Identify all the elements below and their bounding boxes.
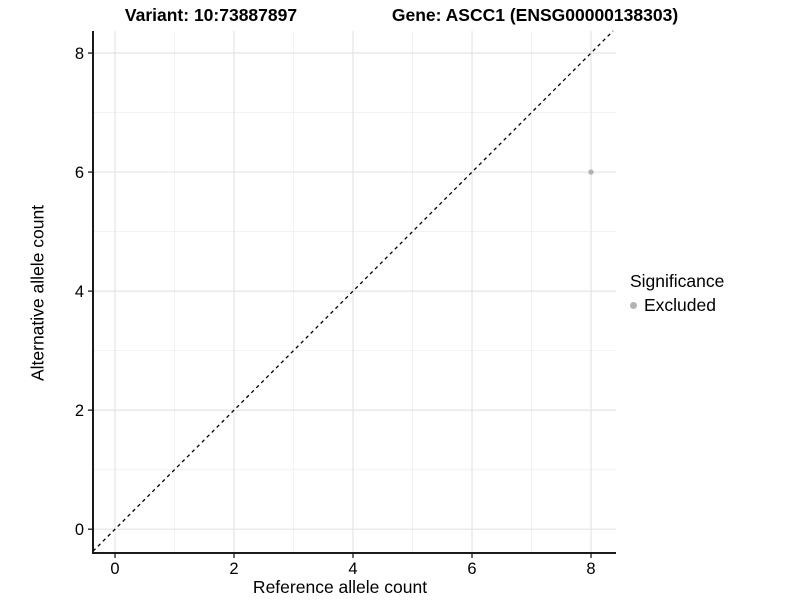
x-tick-label: 0 bbox=[110, 560, 119, 578]
y-tick-label: 0 bbox=[75, 521, 84, 539]
data-point bbox=[588, 169, 594, 175]
y-axis-title: Alternative allele count bbox=[27, 204, 48, 382]
y-tick-label: 8 bbox=[75, 45, 84, 63]
excluded-point-icon bbox=[630, 302, 637, 309]
x-tick-label: 4 bbox=[348, 560, 357, 578]
y-tick-label: 2 bbox=[75, 402, 84, 420]
x-tick-label: 6 bbox=[467, 560, 476, 578]
gene-title: Gene: ASCC1 (ENSG00000138303) bbox=[391, 5, 679, 25]
x-tick-label: 8 bbox=[586, 560, 595, 578]
y-tick-label: 4 bbox=[75, 283, 84, 301]
legend-title: Significance bbox=[630, 271, 725, 291]
legend-item-label: Excluded bbox=[644, 295, 716, 315]
legend-item-excluded: Excluded bbox=[630, 295, 724, 316]
legend: Significance Excluded bbox=[630, 271, 724, 316]
x-tick-label: 2 bbox=[229, 560, 238, 578]
variant-title: Variant: 10:73887897 bbox=[124, 5, 298, 25]
y-tick-label: 6 bbox=[75, 164, 84, 182]
x-axis-title: Reference allele count bbox=[252, 577, 428, 597]
